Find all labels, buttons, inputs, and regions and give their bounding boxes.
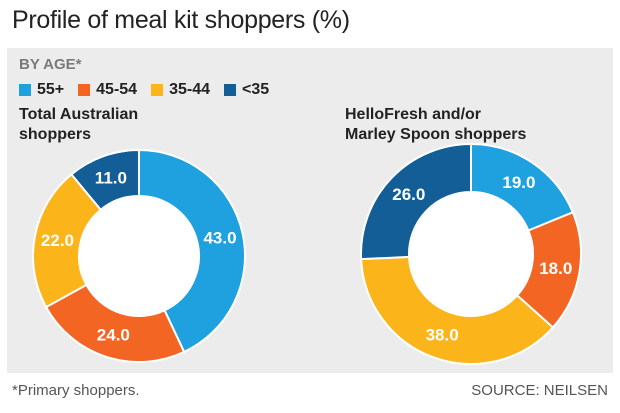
chart-title-line: Marley Spoon shoppers xyxy=(345,126,527,143)
legend: 55+ 45-54 35-44 <35 xyxy=(19,81,269,99)
section-label: BY AGE* xyxy=(19,56,82,73)
chart-title-line: HelloFresh and/or xyxy=(345,106,482,123)
donut-value-label-1-3: 26.0 xyxy=(392,185,425,204)
donut-hole xyxy=(80,197,198,315)
legend-item-45-54: 45-54 xyxy=(78,81,137,99)
donut-value-label-0-0: 43.0 xyxy=(203,228,236,247)
donut-value-label-0-3: 11.0 xyxy=(95,168,127,187)
legend-label: <35 xyxy=(241,81,270,98)
page-title: Profile of meal kit shoppers (%) xyxy=(12,6,350,34)
chart-title-line: shoppers xyxy=(19,126,92,143)
legend-swatch xyxy=(19,84,31,96)
donut-value-label-1-1: 18.0 xyxy=(539,259,572,278)
legend-item-55plus: 55+ xyxy=(19,81,64,99)
legend-swatch xyxy=(151,84,164,96)
chart-title-line: Total Australian xyxy=(19,106,139,123)
legend-swatch xyxy=(78,84,91,96)
chart-title-hellofresh: HelloFresh and/or Marley Spoon shoppers xyxy=(345,105,526,145)
donut-value-label-1-0: 19.0 xyxy=(502,173,535,192)
legend-label: 45-54 xyxy=(96,81,138,98)
chart-title-total: Total Australian shoppers xyxy=(19,105,138,145)
legend-item-35-44: 35-44 xyxy=(151,81,210,99)
chart-panel: BY AGE* 55+ 45-54 35-44 <35 Total Austra… xyxy=(7,48,613,373)
legend-item-under-35: <35 xyxy=(223,81,270,99)
legend-label: 35-44 xyxy=(169,81,210,98)
donut-value-label-0-2: 22.0 xyxy=(41,231,74,250)
donut-hole xyxy=(410,193,532,315)
source-note: SOURCE: NEILSEN xyxy=(471,382,608,399)
donut-segment-1-2 xyxy=(360,255,555,365)
donut-segment-0-3 xyxy=(70,148,140,212)
donut-chart-hellofresh: 19.0 18.0 38.0 26.0 xyxy=(360,142,582,365)
donut-value-label-0-1: 24.0 xyxy=(97,325,130,344)
donut-segment-0-2 xyxy=(32,172,103,309)
donut-segment-1-3 xyxy=(360,142,472,261)
donut-segment-0-0 xyxy=(138,148,246,354)
donut-chart-total: 43.0 24.0 22.0 11.0 xyxy=(32,148,246,363)
donut-value-label-1-2: 38.0 xyxy=(426,326,459,345)
footnote: *Primary shoppers. xyxy=(12,382,140,399)
legend-label: 55+ xyxy=(37,81,65,98)
legend-swatch xyxy=(223,84,236,96)
